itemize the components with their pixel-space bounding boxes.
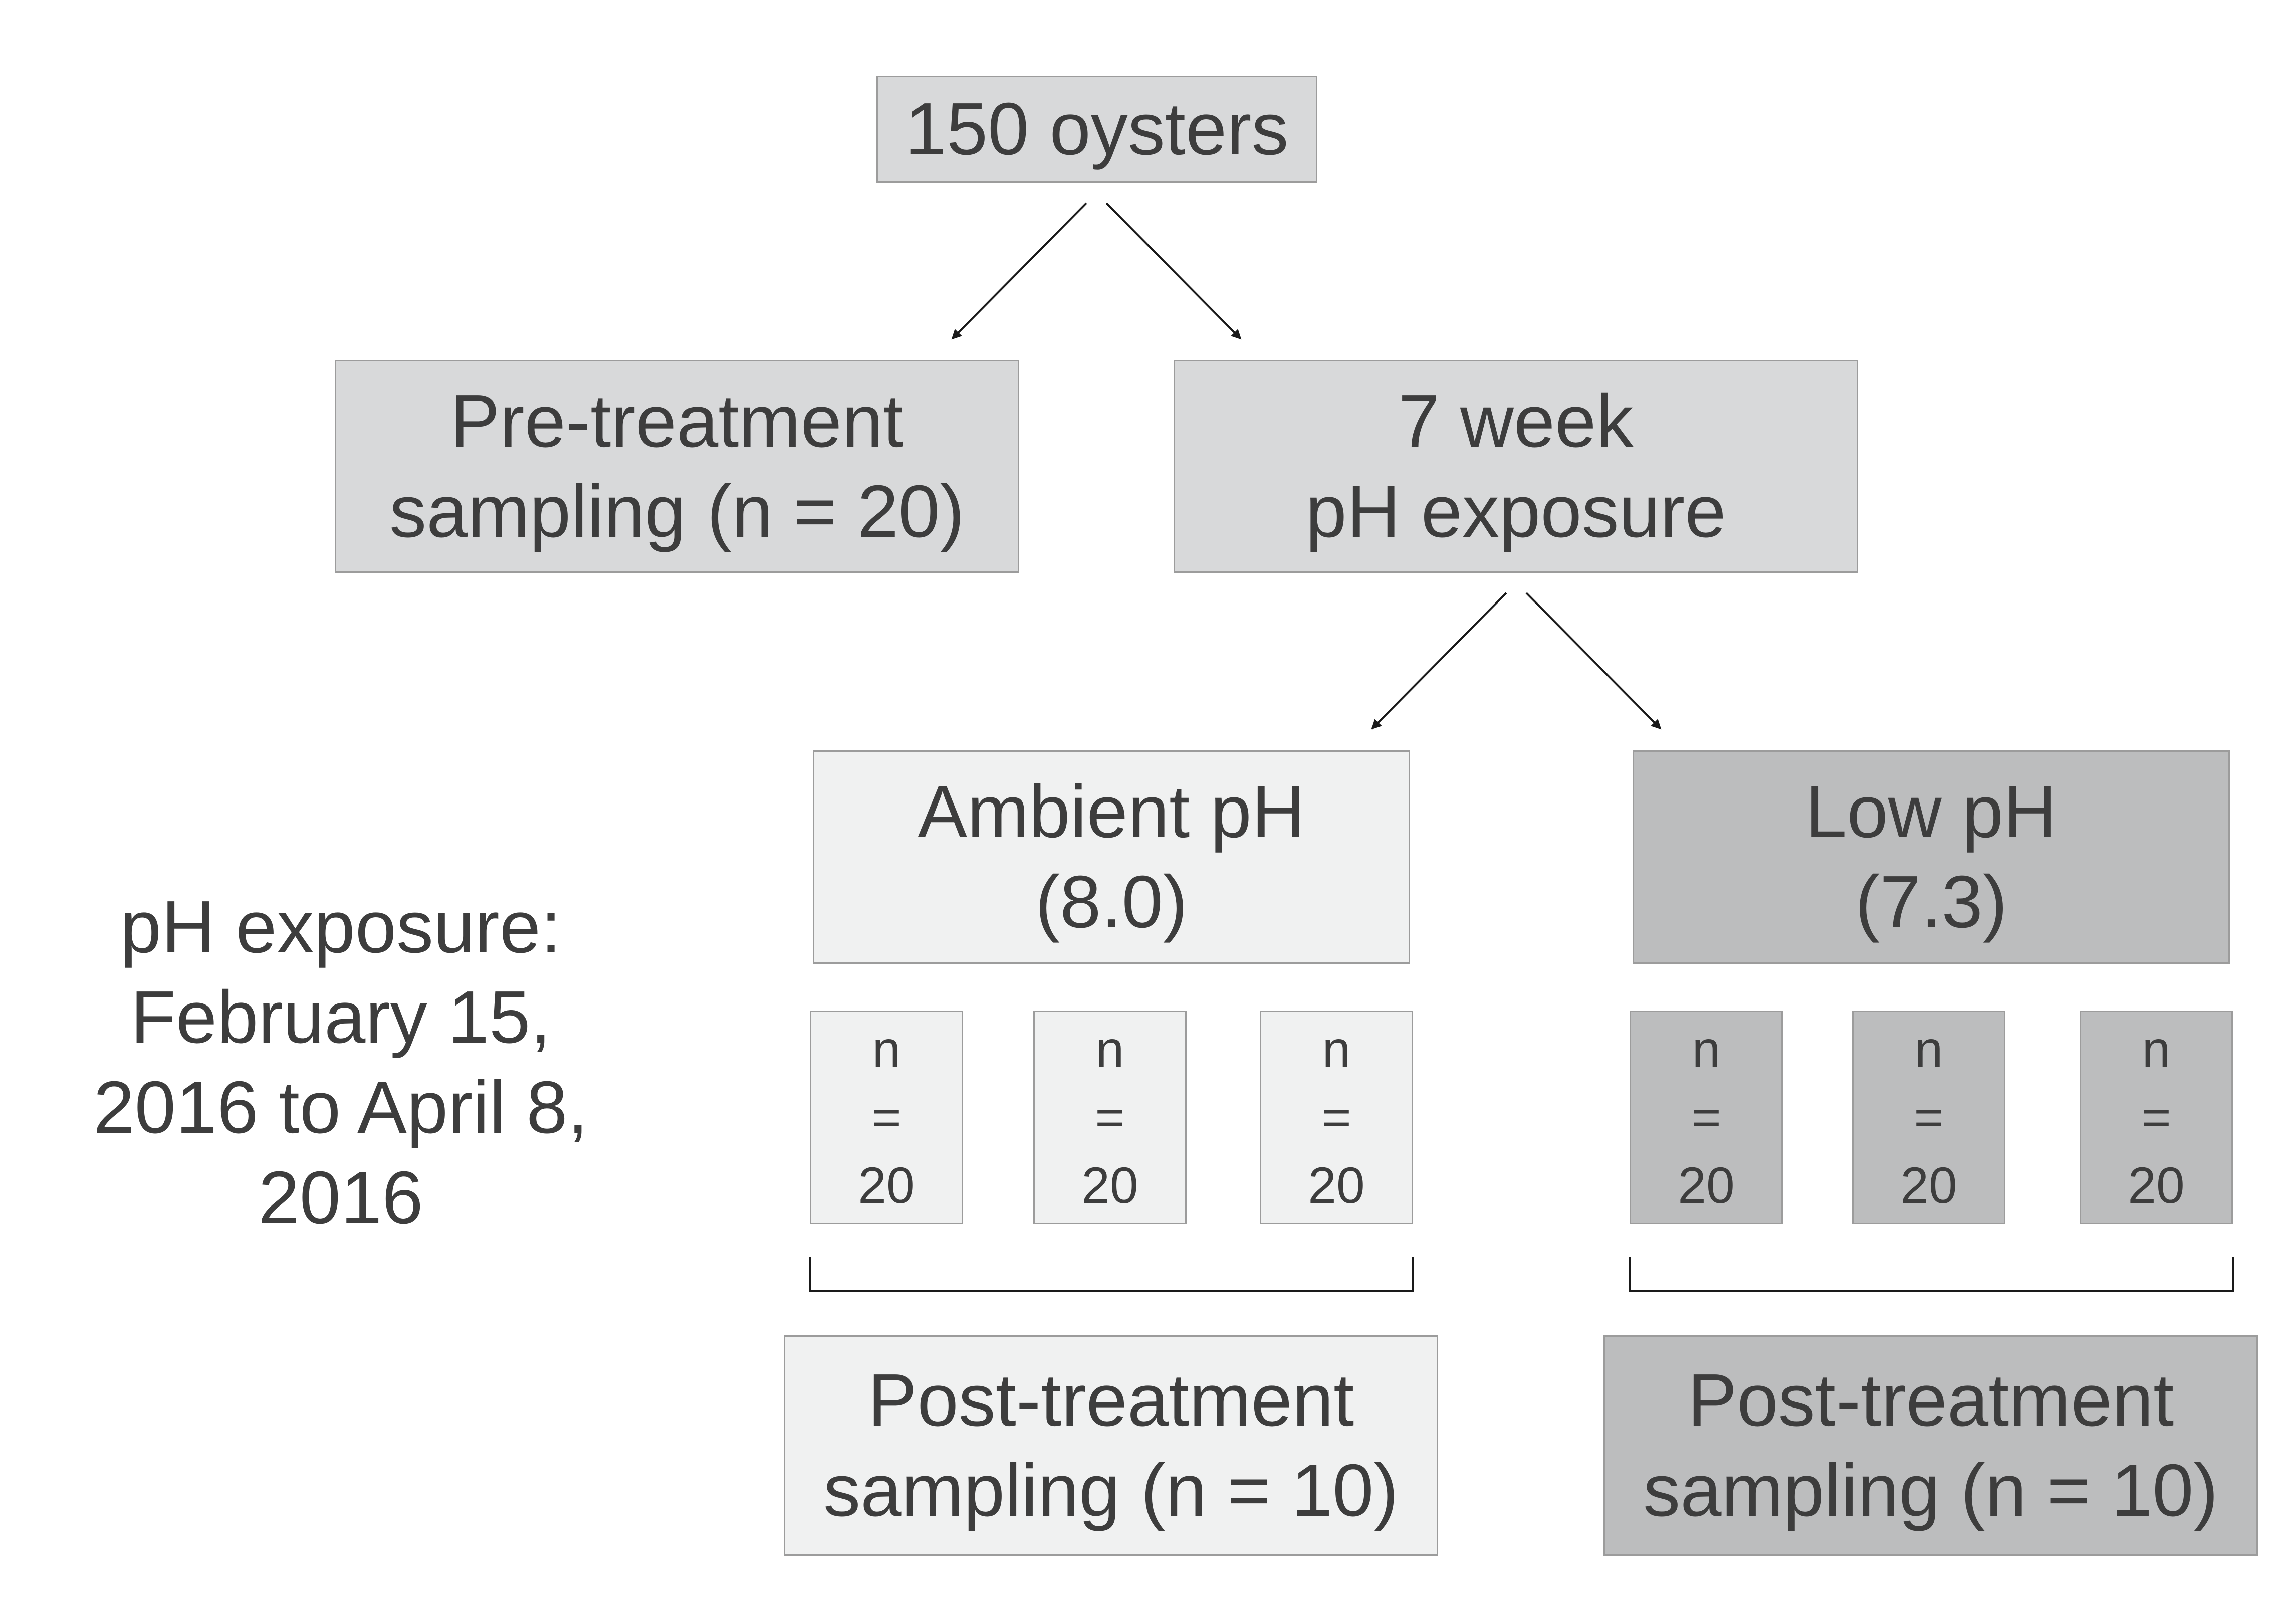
arrow-exposure-to-low	[1525, 592, 1662, 730]
exposure-box: 7 week pH exposure	[1174, 360, 1858, 573]
arrow-root-to-exposure	[1105, 202, 1242, 340]
tank-count: 20	[1678, 1157, 1735, 1214]
root-box: 150 oysters	[876, 76, 1317, 183]
bracket-ambient	[809, 1257, 1414, 1292]
tank-n: n	[1914, 1021, 1943, 1078]
ambient-tank-3: n = 20	[1260, 1011, 1413, 1224]
tank-n: n	[1095, 1021, 1124, 1078]
ambient-ph-box: Ambient pH (8.0)	[813, 750, 1410, 964]
exposure-dates-line2: February 15,	[130, 976, 551, 1059]
low-ph-label-line2: (7.3)	[1855, 861, 2008, 943]
tank-n: n	[1692, 1021, 1721, 1078]
tank-n: n	[2142, 1021, 2171, 1078]
tank-count: 20	[1900, 1157, 1957, 1214]
exposure-dates-line4: 2016	[258, 1156, 423, 1239]
tank-equals: =	[1914, 1089, 1944, 1146]
tank-equals: =	[871, 1089, 901, 1146]
ambient-tank-1: n = 20	[810, 1011, 963, 1224]
tank-equals: =	[2141, 1089, 2171, 1146]
ambient-post-treatment-box: Post-treatment sampling (n = 10)	[784, 1335, 1438, 1556]
exposure-dates-note: pH exposure: February 15, 2016 to April …	[65, 882, 616, 1243]
ambient-ph-label-line2: (8.0)	[1035, 861, 1188, 943]
tank-n: n	[872, 1021, 901, 1078]
ambient-post-treatment-line1: Post-treatment	[867, 1359, 1354, 1442]
tank-count: 20	[1308, 1157, 1365, 1214]
low-tank-3: n = 20	[2080, 1011, 2233, 1224]
low-tank-1: n = 20	[1630, 1011, 1783, 1224]
tank-equals: =	[1691, 1089, 1721, 1146]
tank-count: 20	[2128, 1157, 2185, 1214]
tank-count: 20	[858, 1157, 915, 1214]
arrow-exposure-to-ambient	[1371, 592, 1507, 730]
tank-count: 20	[1081, 1157, 1138, 1214]
tank-equals: =	[1321, 1089, 1351, 1146]
low-ph-box: Low pH (7.3)	[1633, 750, 2230, 964]
pre-treatment-label-line1: Pre-treatment	[450, 379, 904, 463]
low-post-treatment-box: Post-treatment sampling (n = 10)	[1603, 1335, 2258, 1556]
low-tank-2: n = 20	[1852, 1011, 2005, 1224]
ambient-ph-label-line1: Ambient pH	[917, 770, 1305, 853]
exposure-label-line2: pH exposure	[1305, 470, 1726, 553]
pre-treatment-box: Pre-treatment sampling (n = 20)	[335, 360, 1019, 573]
exposure-dates-line3: 2016 to April 8,	[93, 1066, 588, 1149]
arrow-root-to-pre-treatment	[951, 202, 1087, 340]
tank-n: n	[1322, 1021, 1351, 1078]
ambient-tank-2: n = 20	[1033, 1011, 1187, 1224]
tank-equals: =	[1095, 1089, 1125, 1146]
low-ph-label-line1: Low pH	[1805, 770, 2057, 853]
ambient-post-treatment-line2: sampling (n = 10)	[823, 1449, 1399, 1532]
pre-treatment-label-line2: sampling (n = 20)	[389, 470, 965, 553]
low-post-treatment-line1: Post-treatment	[1687, 1359, 2174, 1442]
low-post-treatment-line2: sampling (n = 10)	[1643, 1449, 2218, 1532]
root-label: 150 oysters	[905, 88, 1289, 170]
exposure-label-line1: 7 week	[1398, 379, 1634, 463]
exposure-dates-line1: pH exposure:	[120, 886, 562, 968]
bracket-low	[1629, 1257, 2234, 1292]
